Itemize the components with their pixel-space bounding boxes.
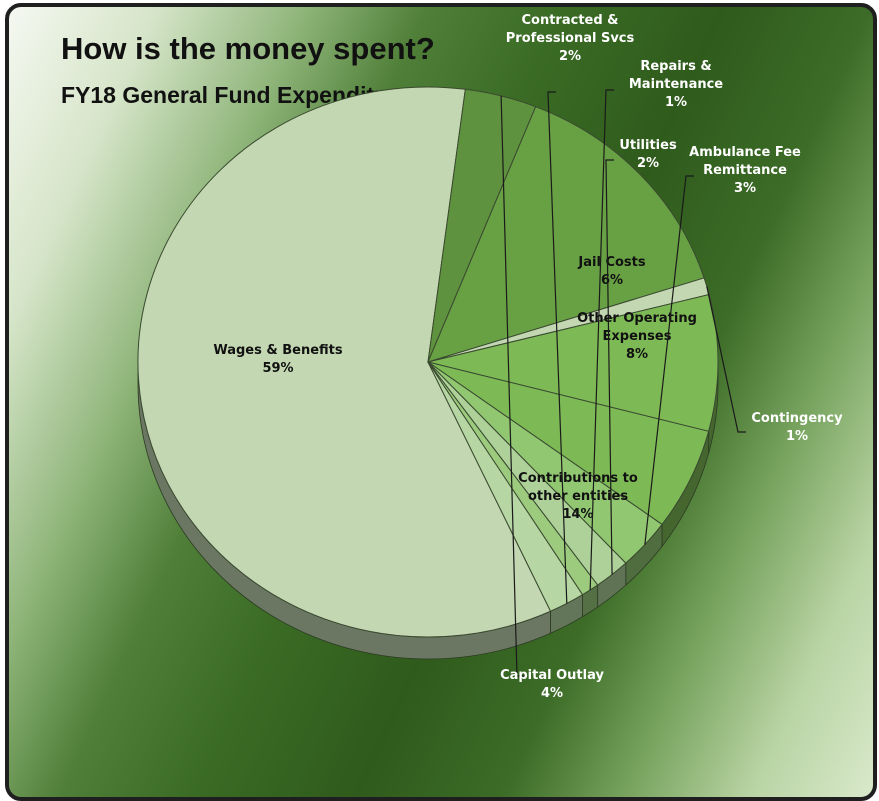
slice-label-line: Capital Outlay (500, 668, 604, 683)
leader-line-capital-outlay (500, 95, 525, 677)
slice-label-line: 2% (559, 49, 581, 64)
slice-label-jail-costs: Jail Costs 6% (577, 255, 645, 288)
slice-label-contributions-to-other-entities: Contributions to other entities 14% (518, 471, 638, 522)
slice-label-line: Contracted & (521, 13, 618, 28)
slice-label-line: Ambulance Fee (689, 145, 801, 160)
slice-label-line: 3% (734, 181, 756, 196)
slice-label-line: Repairs & (640, 59, 711, 74)
slice-label-line: Jail Costs (577, 255, 645, 270)
slice-label-contracted-professional-svcs: Contracted & Professional Svcs 2% (506, 13, 635, 64)
slice-label-utilities: Utilities 2% (619, 138, 677, 171)
slice-label-capital-outlay: Capital Outlay 4% (500, 668, 604, 701)
pie-slice-contributions-to-other-entities (427, 106, 705, 363)
pie-slice-contracted-professional-svcs (427, 361, 584, 612)
pie-slices (137, 86, 719, 638)
slice-label-line: Maintenance (629, 77, 723, 92)
slice-label-line: Remittance (703, 163, 787, 178)
slice-label-ambulance-fee-remittance: Ambulance Fee Remittance 3% (689, 145, 801, 196)
pie-slice-other-operating-expenses (427, 293, 719, 432)
slice-label-line: 8% (626, 347, 648, 362)
slice-label-line: other entities (528, 489, 628, 504)
chart-title: How is the money spent? (61, 31, 435, 66)
leader-line-ambulance-fee-remittance (644, 175, 694, 545)
slice-label-line: 2% (637, 156, 659, 171)
pie-slice-wages-benefits (137, 86, 552, 638)
slice-label-line: Expenses (603, 329, 672, 344)
slice-label-line: Wages & Benefits (213, 343, 343, 358)
slice-label-line: Other Operating (577, 311, 697, 326)
slice-label-wages-benefits: Wages & Benefits 59% (213, 343, 343, 376)
leader-line-utilities (605, 159, 614, 575)
slice-labels: Wages & Benefits 59% Capital Outlay 4% Contr… (213, 13, 843, 701)
slice-label-line: 14% (562, 507, 593, 522)
slice-label-repairs-maintenance: Repairs & Maintenance 1% (629, 59, 723, 110)
slice-label-other-operating-expenses: Other Operating Expenses 8% (577, 311, 697, 362)
leader-line-contingency (706, 286, 746, 433)
slice-label-line: 4% (541, 686, 563, 701)
slice-label-line: 1% (665, 95, 687, 110)
slice-label-line: 59% (262, 361, 293, 376)
leader-line-repairs-maintenance (589, 89, 614, 591)
slice-label-line: Professional Svcs (506, 31, 635, 46)
slice-label-line: 6% (601, 273, 623, 288)
slice-label-contingency: Contingency 1% (751, 411, 843, 444)
slice-label-line: Contributions to (518, 471, 638, 486)
leader-line-contracted-professional-svcs (547, 91, 568, 604)
slice-label-line: Contingency (751, 411, 843, 426)
slice-label-line: Utilities (619, 138, 677, 153)
slice-label-line: 1% (786, 429, 808, 444)
